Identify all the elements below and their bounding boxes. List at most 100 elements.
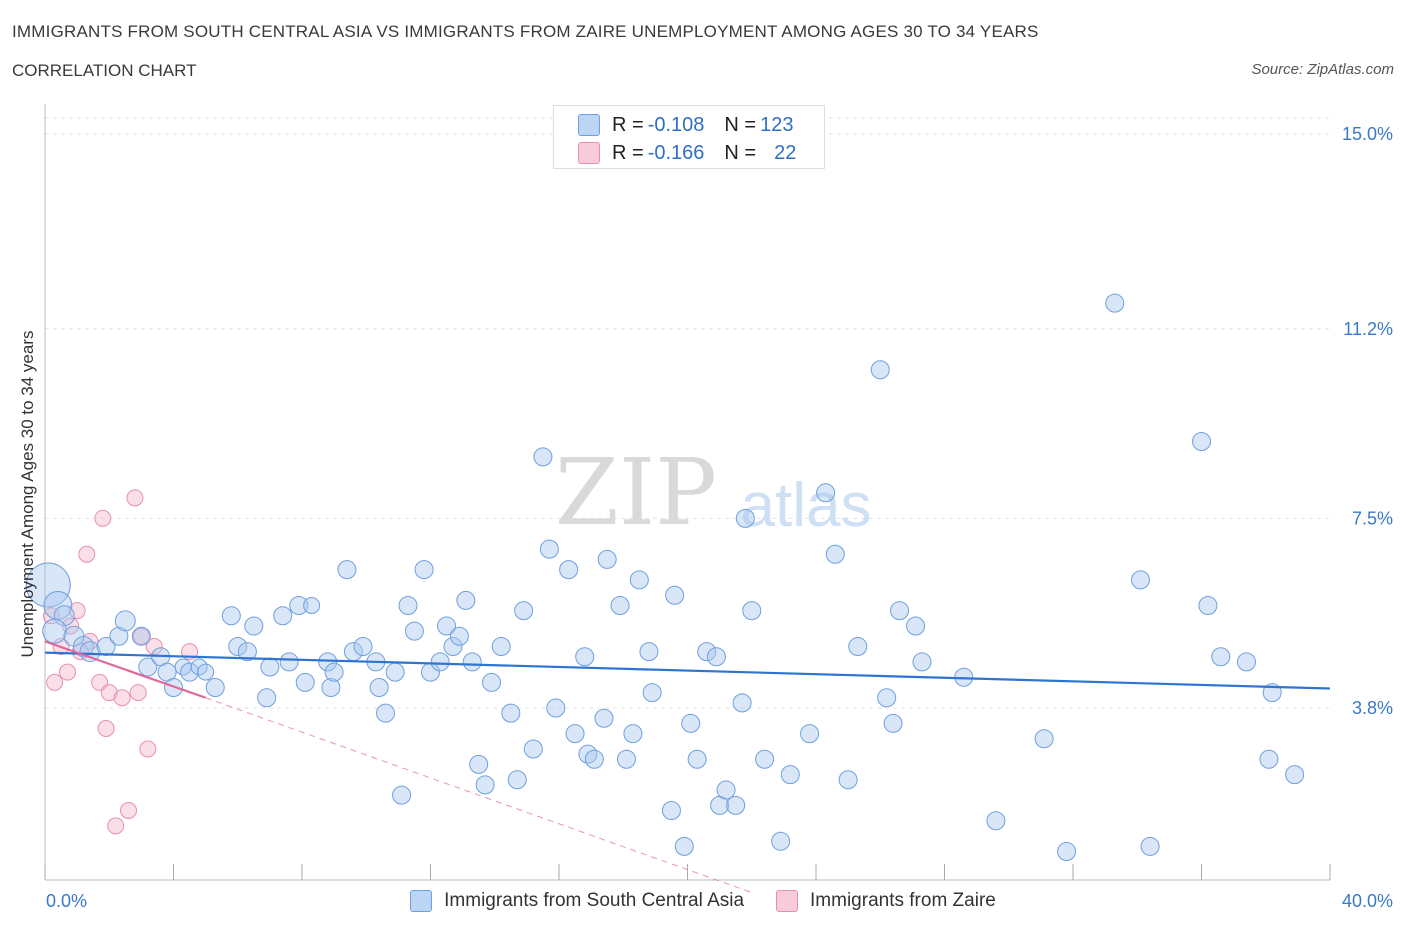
south-central-asia-point [353,637,373,656]
zaire-trend-extension [205,697,752,893]
watermark-zip: ZIP [555,439,717,546]
y-axis-label: Unemployment Among Ages 30 to 34 years [18,330,37,658]
chart-title: IMMIGRANTS FROM SOUTH CENTRAL ASIA VS IM… [12,22,1039,41]
south-central-asia-point [96,637,116,656]
south-central-asia-point [443,637,463,656]
south-central-asia-point [114,610,136,632]
correlation-legend: R = -0.108 N = 123 R = -0.166 N = 22 [553,105,825,169]
y-tick-label: 11.2% [1343,319,1393,339]
south-central-asia-point [629,570,649,590]
south-central-asia-point [376,703,396,723]
south-central-asia-point [430,652,450,672]
south-central-asia-point [197,663,215,681]
zaire-point [58,663,76,681]
south-central-asia-point [559,560,579,580]
south-central-asia-point [1130,570,1150,590]
south-central-asia-point [385,662,405,682]
zaire-point [126,489,144,507]
south-central-asia-point [321,678,341,697]
series-label: Immigrants from Zaire [810,890,996,911]
south-central-asia-point [639,642,659,662]
south-central-asia-point [1285,765,1305,785]
south-central-asia-point [838,770,858,790]
south-central-asia-point [1105,293,1125,313]
south-central-asia-point [755,749,775,769]
south-central-asia-point [697,642,717,662]
south-central-asia-point [507,770,527,790]
chart-subtitle: CORRELATION CHART [12,61,197,80]
zaire-point [78,545,96,563]
south-central-asia-point [228,637,248,656]
south-central-asia-point [877,688,897,708]
south-central-asia-point [1259,749,1279,769]
south-central-asia-point [514,601,534,621]
south-central-asia-point [79,641,101,663]
series-label: Immigrants from South Central Asia [444,890,745,911]
south-central-asia-point [449,626,469,646]
south-central-asia-point [1211,647,1231,667]
south-central-asia-point [53,605,75,627]
south-central-asia-point [138,657,158,677]
south-central-asia-point [623,724,643,744]
zaire-point [46,673,64,691]
south-central-asia-point [260,657,280,677]
south-central-asia-point [131,626,151,646]
axes [44,104,1331,881]
zaire-point [113,689,131,707]
south-central-asia-point [437,616,457,636]
watermark-atlas: atlas [741,471,872,540]
south-central-asia-point [597,549,617,569]
watermark: ZIP atlas [555,439,872,546]
south-central-asia-point [870,360,890,380]
south-central-asia-point [742,601,762,621]
legend-swatch-blue [578,114,600,136]
series-swatch-blue [410,890,433,912]
south-central-asia-point [398,596,418,615]
y-tick-label: 3.8% [1352,698,1393,718]
south-central-asia-point [462,652,482,672]
south-central-asia-point [244,616,264,636]
south-central-asia-point [674,836,694,856]
south-central-asia-point [1057,842,1077,861]
south-central-asia-trend-line [44,651,1331,690]
south-central-asia-point [661,801,681,820]
south-central-asia-point [594,708,614,728]
legend-r-value: -0.166 [647,141,705,164]
south-central-asia-points [25,293,1305,861]
south-central-asia-point [687,749,707,769]
south-central-asia-point [533,447,553,467]
south-central-asia-point [491,637,511,656]
south-central-asia-point [482,672,502,692]
south-central-asia-point [642,683,662,703]
south-central-asia-point [404,621,424,641]
south-central-asia-point [735,508,755,528]
south-central-asia-point [912,652,932,672]
legend-row-pink: R = -0.166 N = 22 [578,141,796,165]
south-central-asia-point [986,811,1006,831]
south-central-asia-point [523,739,543,759]
series-swatch-pink [776,890,799,912]
legend-n-label: N = [724,113,757,136]
tick-labels: 15.0% 11.2% 7.5% 3.8% 0.0% 40.0% [46,124,1393,911]
trend-lines [44,640,1331,893]
south-central-asia-point [706,647,726,667]
south-central-asia-point [295,672,315,692]
zaire-point [100,684,118,702]
zaire-point [68,602,86,620]
south-central-asia-point [279,652,299,672]
south-central-asia-point [501,703,521,723]
zaire-point [107,817,125,835]
south-central-asia-point [575,647,595,667]
south-central-asia-point [289,596,309,615]
series-legend-item-south-central-asia[interactable]: Immigrants from South Central Asia [410,890,744,912]
series-legend-item-zaire[interactable]: Immigrants from Zaire [776,890,996,912]
south-central-asia-point [732,693,752,713]
south-central-asia-point [1034,729,1054,749]
series-legend: Immigrants from South Central Asia Immig… [0,890,1406,912]
legend-r-value: -0.108 [647,113,705,136]
south-central-asia-point [906,616,926,636]
south-central-asia-point [273,606,293,626]
south-central-asia-point [369,678,389,697]
south-central-asia-point [825,544,845,564]
south-central-asia-point [771,831,791,851]
